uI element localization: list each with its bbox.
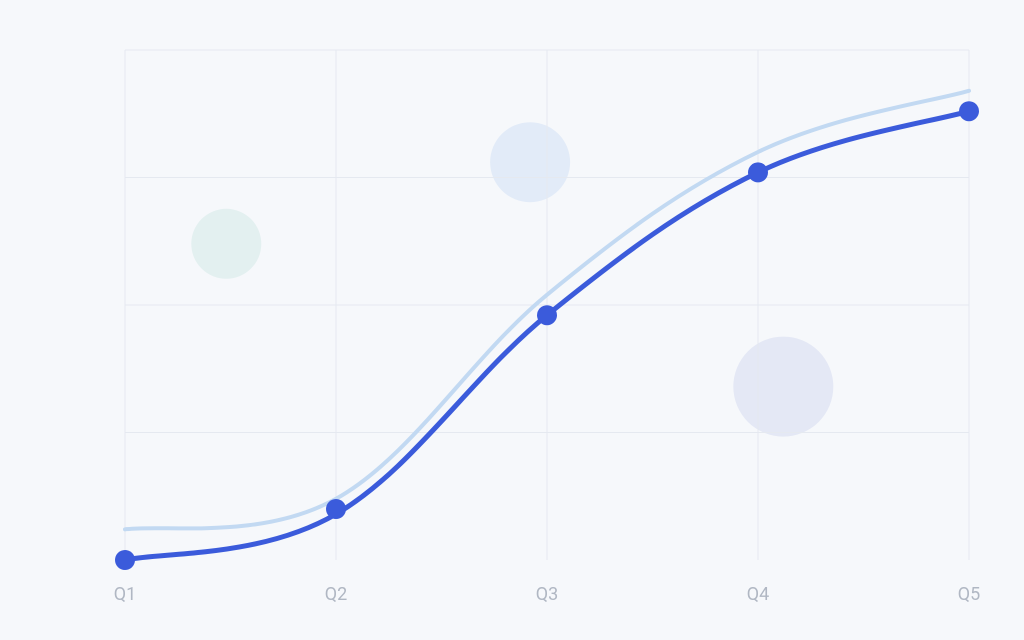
x-axis-label: Q3 [536, 584, 559, 605]
data-point-primary-3 [748, 162, 768, 182]
x-axis-label: Q2 [325, 584, 348, 605]
data-point-primary-1 [326, 499, 346, 519]
data-point-primary-2 [537, 305, 557, 325]
decorative-circle-0 [191, 209, 261, 279]
chart-svg: Q1 Q2 Q3 Q4 Q5 [0, 0, 1024, 640]
data-point-primary-0 [115, 550, 135, 570]
x-axis-label: Q5 [958, 584, 981, 605]
decorative-circle-2 [733, 337, 833, 437]
x-axis-label: Q4 [747, 584, 770, 605]
decorative-circle-1 [490, 122, 570, 202]
line-chart: Q1 Q2 Q3 Q4 Q5 [0, 0, 1024, 640]
data-point-primary-4 [959, 101, 979, 121]
x-axis-label: Q1 [114, 584, 137, 605]
